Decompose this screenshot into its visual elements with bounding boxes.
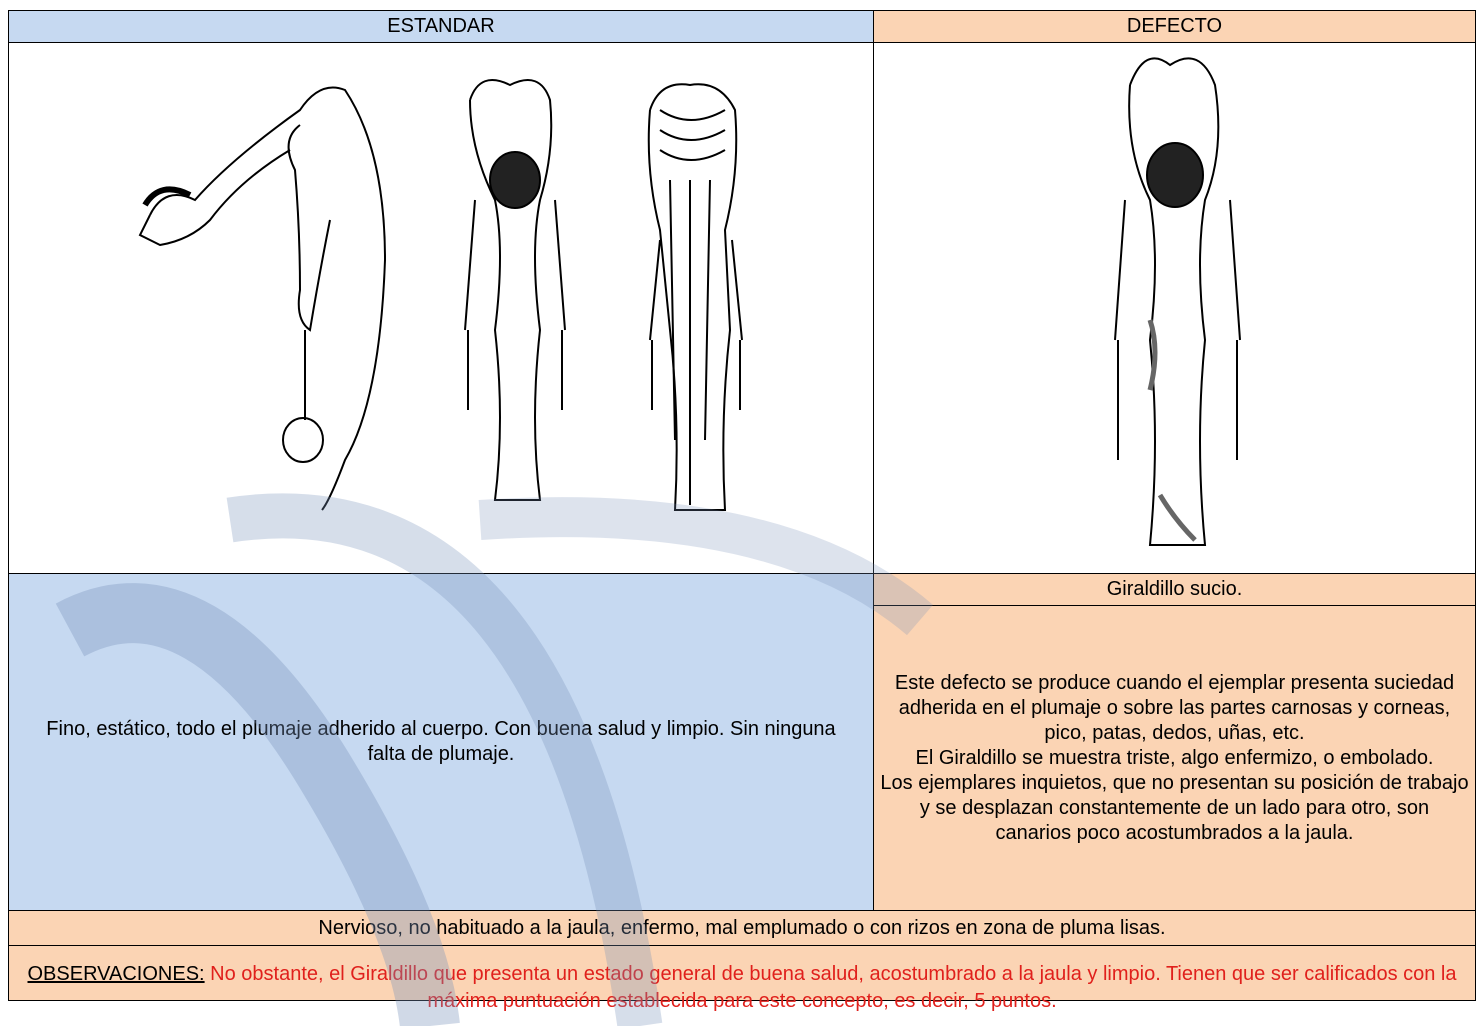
bird-drawings bbox=[138, 57, 1241, 546]
observations-text: No obstante, el Giraldillo que presenta … bbox=[210, 963, 1457, 1012]
defect-name: Giraldillo sucio. bbox=[873, 573, 1476, 606]
defect-description: Este defecto se produce cuando el ejempl… bbox=[873, 605, 1476, 911]
defect-paragraph: El Giraldillo se muestra triste, algo en… bbox=[915, 746, 1434, 769]
header-standard: ESTANDAR bbox=[8, 10, 874, 43]
defect-paragraph: Los ejemplares inquietos, que no present… bbox=[880, 771, 1469, 844]
defect-paragraph: Este defecto se produce cuando el ejempl… bbox=[894, 671, 1455, 744]
faults: Nervioso, no habituado a la jaula, enfer… bbox=[8, 910, 1476, 946]
observations: OBSERVACIONES: No obstante, el Giraldill… bbox=[8, 945, 1476, 1012]
observations-label: OBSERVACIONES: bbox=[27, 963, 205, 985]
standard-description: Fino, estático, todo el plumaje adherido… bbox=[8, 573, 874, 911]
